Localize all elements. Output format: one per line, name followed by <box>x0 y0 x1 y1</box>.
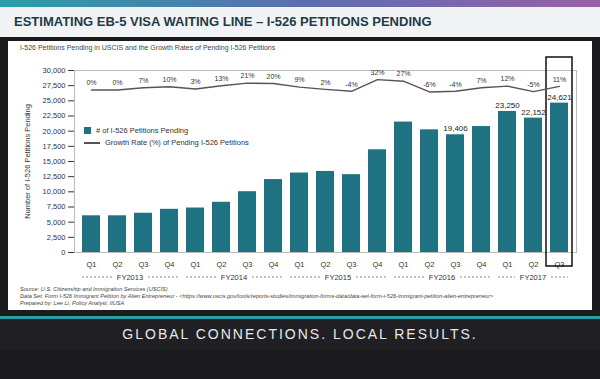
html-text:I-526 Petitions Pending in USC: I-526 Petitions Pending in USCIS and the… <box>20 44 276 51</box>
svg-text:Q3: Q3 <box>242 260 252 269</box>
svg-text:22,152: 22,152 <box>521 108 546 117</box>
svg-text:Q3: Q3 <box>554 260 564 269</box>
svg-text:Q1: Q1 <box>294 260 304 269</box>
svg-text:-4%: -4% <box>345 81 357 88</box>
svg-text:Q1: Q1 <box>86 260 96 269</box>
svg-text:Q3: Q3 <box>138 260 148 269</box>
svg-text:Q1: Q1 <box>190 260 200 269</box>
svg-text:-4%: -4% <box>449 81 461 88</box>
svg-text:FY2017: FY2017 <box>520 273 546 282</box>
svg-text:5,000: 5,000 <box>47 218 66 227</box>
svg-text:27,500: 27,500 <box>43 81 66 90</box>
svg-text:12,500: 12,500 <box>43 172 66 181</box>
html-text:ESTIMATING EB-5 VISA WAITING L: ESTIMATING EB-5 VISA WAITING LINE – I-52… <box>14 14 432 29</box>
svg-text:Q2: Q2 <box>320 260 330 269</box>
svg-text:21%: 21% <box>240 72 254 79</box>
svg-text:-6%: -6% <box>423 81 435 88</box>
svg-text:FY2016: FY2016 <box>429 273 455 282</box>
svg-text:FY2013: FY2013 <box>117 273 143 282</box>
svg-text:7,500: 7,500 <box>47 202 66 211</box>
svg-text:0%: 0% <box>112 79 122 86</box>
svg-text:Q2: Q2 <box>424 260 434 269</box>
svg-text:23,250: 23,250 <box>495 101 520 110</box>
svg-text:2,500: 2,500 <box>47 233 66 242</box>
svg-text:22,500: 22,500 <box>43 111 66 120</box>
svg-text:10,000: 10,000 <box>43 187 66 196</box>
svg-text:Q3: Q3 <box>450 260 460 269</box>
svg-text:9%: 9% <box>294 76 304 83</box>
svg-text:17,500: 17,500 <box>43 142 66 151</box>
html-text:# of I-526 Petitions Pending: # of I-526 Petitions Pending <box>96 125 189 135</box>
svg-text:Q2: Q2 <box>216 260 226 269</box>
svg-text:Q2: Q2 <box>112 260 122 269</box>
svg-text:7%: 7% <box>476 77 486 84</box>
svg-text:2%: 2% <box>320 79 330 86</box>
svg-text:Q4: Q4 <box>372 260 382 269</box>
html-text:Growth Rate (%) of Pending I-5: Growth Rate (%) of Pending I-526 Petitio… <box>105 137 249 147</box>
svg-text:0%: 0% <box>86 79 96 86</box>
svg-text:15,000: 15,000 <box>43 157 66 166</box>
svg-text:20%: 20% <box>266 73 280 80</box>
svg-text:32%: 32% <box>370 69 384 76</box>
svg-text:12%: 12% <box>500 75 514 82</box>
svg-text:11%: 11% <box>553 76 567 83</box>
svg-text:Q4: Q4 <box>164 260 174 269</box>
html-text:Source: U.S. Citizenship and I: Source: U.S. Citizenship and Immigration… <box>20 286 168 292</box>
svg-text:FY2014: FY2014 <box>221 273 247 282</box>
svg-text:0: 0 <box>61 248 65 257</box>
svg-text:3%: 3% <box>190 78 200 85</box>
svg-text:Q4: Q4 <box>476 260 486 269</box>
svg-text:7%: 7% <box>138 77 148 84</box>
svg-text:Q1: Q1 <box>502 260 512 269</box>
svg-text:Number of I-526 Petitions Pend: Number of I-526 Petitions Pending <box>23 104 32 219</box>
svg-text:Q4: Q4 <box>268 260 278 269</box>
svg-text:-5%: -5% <box>527 81 539 88</box>
html-text:GLOBAL CONNECTIONS. LOCAL RESU: GLOBAL CONNECTIONS. LOCAL RESULTS. <box>122 326 478 342</box>
svg-text:Q2: Q2 <box>528 260 538 269</box>
html-text:Data Set: Form I-526 Immigrant: Data Set: Form I-526 Immigrant Petition … <box>20 293 494 299</box>
svg-text:FY2015: FY2015 <box>325 273 351 282</box>
svg-text:10%: 10% <box>162 76 176 83</box>
svg-text:27%: 27% <box>396 70 410 77</box>
svg-text:24,621: 24,621 <box>547 93 572 102</box>
html-text:Prepared by: Lee Li, Policy An: Prepared by: Lee Li, Policy Analyst, IIU… <box>20 300 125 306</box>
svg-text:Q3: Q3 <box>346 260 356 269</box>
svg-text:30,000: 30,000 <box>43 66 66 75</box>
svg-text:20,000: 20,000 <box>43 127 66 136</box>
svg-text:25,000: 25,000 <box>43 96 66 105</box>
svg-text:13%: 13% <box>214 75 228 82</box>
svg-text:19,406: 19,406 <box>443 124 468 133</box>
svg-text:Q1: Q1 <box>398 260 408 269</box>
